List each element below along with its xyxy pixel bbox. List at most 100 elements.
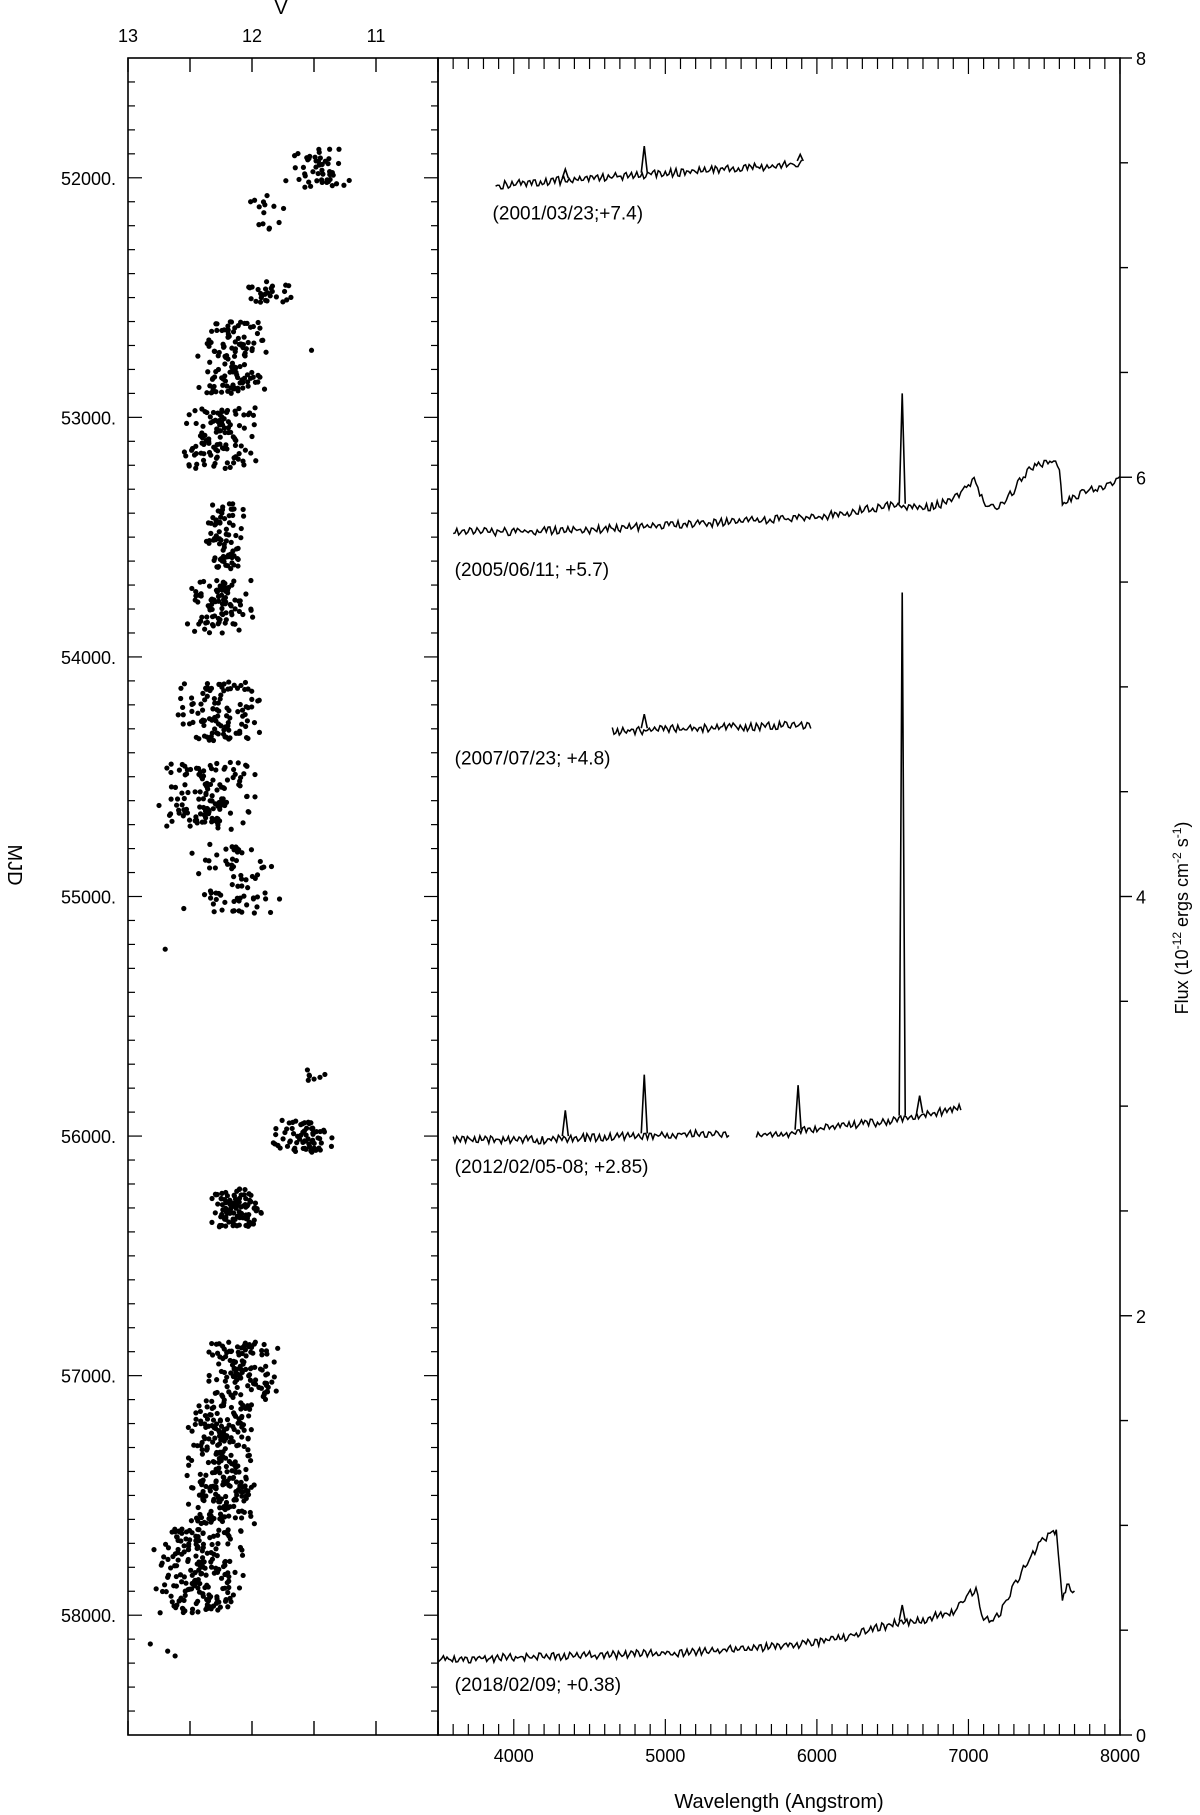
v-axis-label: V	[274, 0, 288, 19]
lightcurve-point	[212, 865, 218, 871]
lightcurve-point	[317, 1128, 323, 1135]
lightcurve-point	[250, 614, 256, 620]
lightcurve-point	[181, 1543, 187, 1549]
lightcurve-point	[227, 715, 233, 721]
lightcurve-point	[192, 1577, 198, 1583]
lightcurve-point	[210, 1417, 217, 1423]
lightcurve-point	[292, 1148, 299, 1155]
lightcurve-point	[220, 504, 226, 510]
emission-line-spike	[640, 713, 649, 729]
lightcurve-point	[185, 1586, 191, 1593]
lightcurve-point	[186, 721, 193, 727]
lightcurve-point	[243, 1466, 249, 1473]
lightcurve-point	[224, 1469, 230, 1475]
lightcurve-point	[243, 1366, 249, 1373]
lightcurve-point	[192, 597, 198, 603]
lightcurve-point	[216, 619, 222, 625]
lightcurve-point	[242, 1343, 248, 1349]
lightcurve-point	[241, 1443, 247, 1450]
lightcurve-point	[207, 414, 213, 420]
lightcurve-point	[206, 630, 213, 636]
lightcurve-point	[196, 1589, 203, 1595]
lightcurve-point	[216, 1465, 222, 1471]
lightcurve-point	[168, 1565, 174, 1571]
lightcurve-point	[239, 721, 245, 727]
wavelength-tick-label: 5000	[645, 1746, 685, 1766]
lightcurve-point	[250, 412, 257, 418]
lightcurve-point	[238, 682, 244, 689]
lightcurve-point	[223, 531, 229, 537]
lightcurve-point	[194, 817, 200, 823]
emission-line-spike	[915, 1095, 924, 1114]
lightcurve-point	[204, 1582, 210, 1588]
lightcurve-point	[211, 909, 217, 915]
lightcurve-point	[224, 1478, 230, 1484]
lightcurve-point	[218, 1196, 224, 1202]
lightcurve-point	[228, 1348, 234, 1355]
lightcurve-point	[167, 811, 174, 817]
lightcurve-point	[181, 1574, 187, 1580]
lightcurve-point	[254, 894, 261, 900]
lightcurve-point	[259, 1352, 265, 1358]
lightcurve-point	[181, 905, 187, 912]
lightcurve-point	[203, 783, 210, 789]
lightcurve-point	[205, 369, 211, 375]
lightcurve-point	[227, 1210, 233, 1216]
lightcurve-point	[249, 369, 255, 376]
lightcurve-point	[238, 1400, 244, 1406]
lightcurve-point	[321, 1129, 328, 1135]
lightcurve-point	[217, 1511, 224, 1517]
lightcurve-point	[221, 1503, 227, 1510]
lightcurve-point	[211, 695, 217, 702]
lightcurve-point	[254, 1206, 260, 1212]
lightcurve-point	[317, 1135, 323, 1142]
lightcurve-point	[214, 815, 220, 821]
lightcurve-point	[221, 785, 227, 792]
lightcurve-point	[238, 1204, 244, 1210]
lightcurve-point	[219, 1343, 226, 1349]
spectrum-date-label: (2005/06/11; +5.7)	[455, 560, 609, 581]
lightcurve-point	[209, 1219, 215, 1225]
lightcurve-point	[241, 425, 247, 431]
lightcurve-point	[202, 808, 209, 814]
lightcurve-point	[217, 1470, 223, 1476]
lightcurve-point	[226, 679, 232, 685]
lightcurve-point	[302, 184, 308, 190]
lightcurve-point	[225, 1604, 231, 1610]
lightcurve-point	[181, 681, 188, 687]
lightcurve-point	[306, 1120, 312, 1127]
lightcurve-point	[319, 167, 325, 173]
lightcurve-point	[261, 210, 267, 216]
lightcurve-point	[247, 375, 254, 381]
lightcurve-point	[231, 874, 237, 880]
lightcurve-point	[231, 1426, 237, 1432]
lightcurve-point	[275, 1345, 281, 1351]
lightcurve-point	[295, 150, 301, 157]
lightcurve-point	[213, 455, 220, 461]
lightcurve-point	[250, 1380, 257, 1387]
lightcurve-point	[213, 1565, 219, 1571]
lightcurve-point	[221, 1474, 227, 1481]
lightcurve-point	[233, 857, 240, 864]
lightcurve-point	[254, 904, 260, 910]
lightcurve-point	[235, 1420, 241, 1426]
lightcurve-point	[196, 384, 202, 391]
lightcurve-point	[204, 1444, 210, 1450]
lightcurve-point	[221, 425, 228, 431]
lightcurve-point	[209, 1541, 215, 1548]
lightcurve-point	[247, 1457, 254, 1464]
lightcurve-point	[226, 1482, 232, 1488]
lightcurve-point	[210, 1533, 217, 1539]
lightcurve-point	[206, 1372, 212, 1379]
lightcurve-point	[210, 777, 216, 783]
wavelength-tick-label: 7000	[948, 1746, 988, 1766]
wavelength-tick-label: 4000	[494, 1746, 534, 1766]
lightcurve-point	[241, 1509, 247, 1515]
lightcurve-point	[322, 1071, 328, 1078]
lightcurve-point	[231, 455, 237, 461]
lightcurve-point	[227, 810, 234, 816]
lightcurve-point	[217, 556, 223, 563]
lightcurve-point	[189, 850, 195, 856]
lightcurve-point	[308, 183, 314, 189]
lightcurve-point	[200, 1530, 206, 1536]
